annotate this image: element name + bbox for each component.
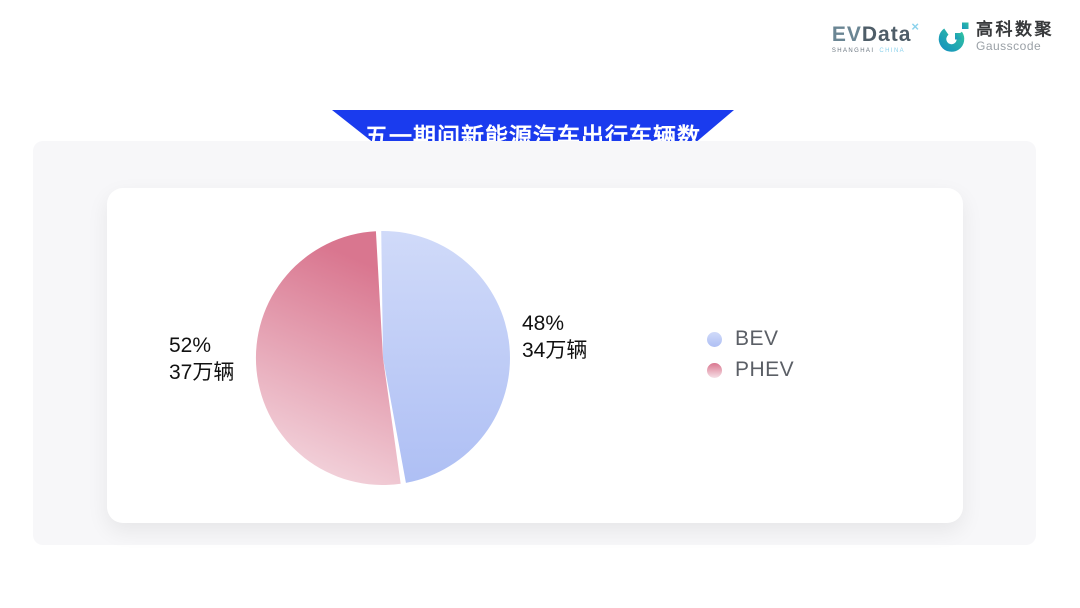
chart-card: 48% 34万辆 52% 37万辆 BEV PHEV <box>107 188 963 523</box>
evdata-logo: EVData× SHANGHAI CHINA <box>832 20 920 54</box>
legend-item-phev: PHEV <box>707 358 794 382</box>
gausscode-text: 高科数聚 Gausscode <box>976 20 1054 53</box>
pie-slice-phev <box>255 231 401 486</box>
evdata-tagline-left: SHANGHAI <box>831 48 875 54</box>
evdata-tagline-right: CHINA <box>879 48 906 54</box>
legend-item-bev: BEV <box>707 327 794 351</box>
legend-label-bev: BEV <box>735 327 779 350</box>
gausscode-logo: 高科数聚 Gausscode <box>938 20 1054 53</box>
legend-dot-bev-icon <box>707 331 722 347</box>
legend-label-phev: PHEV <box>735 358 795 381</box>
pie-label-phev-value: 37万辆 <box>169 361 235 384</box>
pie-label-phev: 52% 37万辆 <box>169 332 234 386</box>
legend-dot-phev-icon <box>707 362 722 378</box>
gausscode-name-en: Gausscode <box>976 38 1042 53</box>
evdata-wordmark-ev: EV <box>831 23 862 46</box>
evdata-wordmark-data: Data <box>861 23 912 46</box>
pie-label-bev-percent: 48% <box>522 312 565 335</box>
pie-slice-bev <box>381 230 510 483</box>
pie-label-bev: 48% 34万辆 <box>522 310 587 364</box>
pie-label-phev-percent: 52% <box>169 334 212 357</box>
evdata-x-icon: × <box>911 19 920 34</box>
brand-header: EVData× SHANGHAI CHINA 高科数聚 Gausscode <box>832 20 1054 54</box>
evdata-wordmark: EVData× <box>832 20 920 45</box>
evdata-tagline: SHANGHAI CHINA <box>832 48 920 54</box>
pie-label-bev-value: 34万辆 <box>522 339 588 362</box>
pie-chart <box>255 230 510 486</box>
gausscode-name-cn: 高科数聚 <box>976 20 1054 39</box>
gausscode-icon <box>938 22 969 52</box>
chart-legend: BEV PHEV <box>707 327 794 382</box>
